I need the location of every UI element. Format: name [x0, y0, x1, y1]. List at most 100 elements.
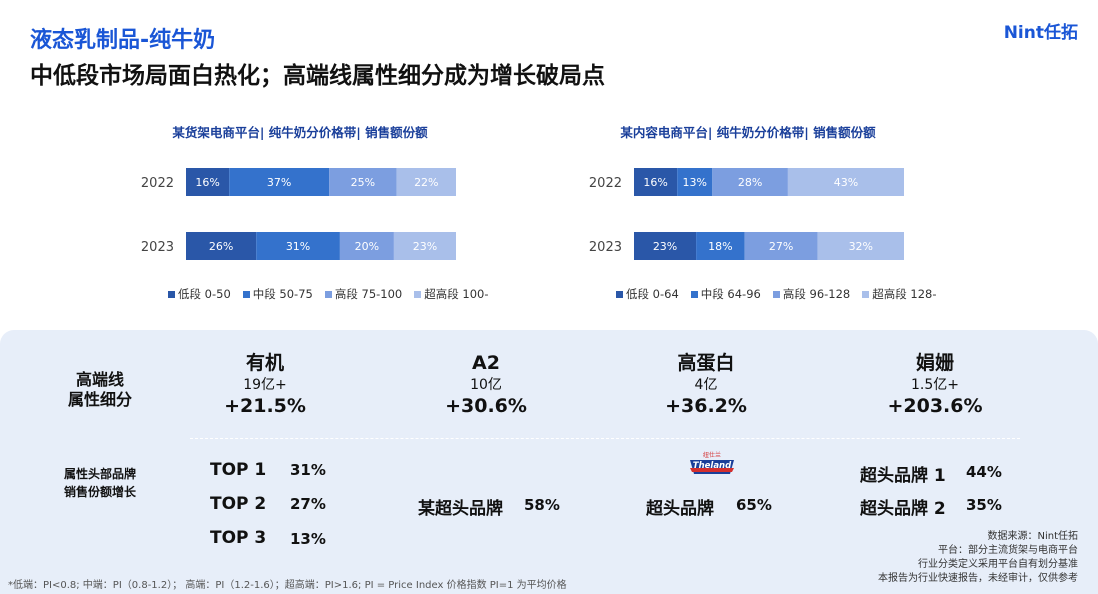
source-line: 数据来源：Nint任拓	[987, 531, 1078, 542]
row-label-line: 高端线	[75, 370, 124, 389]
row-label-segments: 高端线 属性细分	[50, 370, 150, 410]
brand-label: 超头品牌	[646, 499, 714, 519]
attribute-name: 有机	[245, 352, 284, 374]
brand-value: 35%	[966, 496, 1002, 514]
legend-swatch	[616, 290, 623, 298]
bar-segment	[696, 232, 745, 260]
chart-title: 某内容电商平台| 纯牛奶分价格带| 销售额份额	[620, 125, 876, 140]
data-label: 37%	[267, 176, 291, 189]
chart-shelf-ecommerce: 某货架电商平台| 纯牛奶分价格带| 销售额份额 2022 16% 37% 25% 22%…	[130, 118, 600, 308]
data-label: 16%	[195, 176, 219, 189]
category-tick-label: 2022	[589, 176, 622, 191]
legend-entry: 低段 0-50	[168, 286, 231, 302]
source-line: 本报告为行业快速报告，未经审计，仅供参考	[878, 573, 1078, 584]
row-label-line: 属性头部品牌	[63, 467, 136, 481]
chart-plot: 2022 16% 13% 28% 43% 2023 23% 18% 27% 32%	[589, 168, 904, 260]
chart-legend: 低段 0-64 中段 64-96 高段 96-128 超高段 128-	[616, 286, 937, 302]
data-label: 22%	[414, 176, 438, 189]
legend-swatch	[242, 290, 250, 298]
attribute-size: 4亿	[694, 377, 718, 393]
attribute-high-protein: 高蛋白 4亿 +36.2%	[606, 350, 806, 418]
brand-value: 13%	[290, 530, 326, 548]
bar-segment	[186, 168, 230, 196]
legend-entry: 低段 0-64	[616, 286, 679, 302]
data-label: 18%	[708, 240, 732, 253]
brand-label: TOP 1	[210, 460, 267, 480]
legend-entry: 超高段 100-	[414, 286, 489, 302]
bar-segment	[393, 232, 456, 260]
attribute-size: 1.5亿+	[911, 377, 959, 393]
theland-logo-top: 纽仕兰	[703, 451, 721, 459]
theland-logo-text: Theland	[693, 461, 732, 471]
brand-label: 某超头品牌	[418, 499, 503, 519]
attribute-growth: +203.6%	[887, 395, 983, 417]
legend-entry: 中段 64-96	[690, 286, 761, 302]
chart-content-ecommerce: 某内容电商平台| 纯牛奶分价格带| 销售额份额 2022 16% 13% 28% 43%…	[578, 118, 1048, 308]
data-label: 23%	[653, 240, 677, 253]
attribute-size: 10亿	[470, 377, 502, 393]
chart-legend: 低段 0-50 中段 50-75 高段 75-100 超高段 100-	[168, 286, 489, 302]
attribute-growth: +21.5%	[224, 395, 306, 417]
data-label: 16%	[643, 176, 667, 189]
bar-segment	[712, 168, 788, 196]
attribute-name: A2	[472, 352, 500, 374]
legend-swatch	[690, 290, 698, 298]
bar-segment	[186, 232, 257, 260]
brand-value: 31%	[290, 461, 326, 479]
brand-value: 44%	[966, 463, 1002, 481]
footnote: *低端：PI<0.8; 中端：PI（0.8-1.2）； 高端：PI（1.2-1.…	[8, 580, 567, 591]
bar-segment	[229, 168, 330, 196]
category-tick-label: 2023	[141, 240, 174, 255]
legend-swatch	[168, 290, 175, 298]
row-label-brands: 属性头部品牌 销售份额增长	[40, 465, 160, 501]
legend-swatch	[862, 290, 870, 298]
bar-segment	[677, 168, 713, 196]
data-label: 28%	[738, 176, 762, 189]
category-tick-label: 2023	[589, 240, 622, 255]
brand-label: 超头品牌 1	[860, 466, 946, 486]
legend-swatch	[324, 290, 332, 298]
bar-segment	[329, 168, 397, 196]
brand-label: TOP 2	[210, 494, 267, 514]
data-label: 23%	[413, 240, 437, 253]
brand-label: 超头品牌 2	[860, 499, 946, 519]
source-line: 行业分类定义采用平台自有划分基准	[918, 559, 1078, 570]
data-label: 13%	[683, 176, 707, 189]
legend-label: 高段 96-128	[782, 287, 851, 301]
legend-label: 中段 50-75	[252, 287, 313, 301]
row-label-line: 销售份额增长	[63, 485, 136, 499]
legend-swatch	[772, 290, 780, 298]
data-label: 25%	[351, 176, 375, 189]
chart-plot: 2022 16% 37% 25% 22% 2023 26% 31% 20% 23%	[141, 168, 456, 260]
attribute-panel: 高端线 属性细分 属性头部品牌 销售份额增长 有机 19亿+ +21.5% A2 1…	[0, 330, 1098, 594]
legend-label: 低段 0-50	[178, 287, 231, 301]
legend-label: 中段 64-96	[700, 287, 761, 301]
attribute-name: 高蛋白	[677, 352, 735, 374]
brand-value: 65%	[736, 496, 772, 514]
attribute-name: 娟姗	[915, 352, 954, 374]
brand-value: 58%	[524, 496, 560, 514]
data-label: 27%	[769, 240, 793, 253]
legend-label: 超高段 128-	[872, 287, 937, 301]
attribute-jersey: 娟姗 1.5亿+ +203.6%	[835, 350, 1035, 418]
legend-label: 高段 75-100	[334, 287, 403, 301]
theland-logo-icon: 纽仕兰 Theland	[690, 451, 734, 474]
brand-value: 27%	[290, 495, 326, 513]
data-label: 32%	[849, 240, 873, 253]
bar-segment	[787, 168, 904, 196]
legend-entry: 超高段 128-	[862, 286, 937, 302]
bar-segment	[256, 232, 340, 260]
legend-entry: 中段 50-75	[242, 286, 313, 302]
page-title: 液态乳制品-纯牛奶	[30, 28, 216, 53]
source-note: 数据来源：Nint任拓 平台：部分主流货架与电商平台 行业分类定义采用平台自有划…	[878, 530, 1078, 586]
attribute-growth: +36.2%	[665, 395, 747, 417]
legend-swatch	[414, 290, 422, 298]
legend-label: 超高段 100-	[424, 287, 489, 301]
dashed-divider	[190, 438, 1020, 439]
legend-label: 低段 0-64	[626, 287, 679, 301]
attribute-a2: A2 10亿 +30.6%	[386, 350, 586, 418]
bar-segment	[396, 168, 456, 196]
data-label: 26%	[209, 240, 233, 253]
legend-entry: 高段 96-128	[772, 286, 851, 302]
page-subtitle: 中低段市场局面白热化；高端线属性细分成为增长破局点	[30, 63, 605, 89]
